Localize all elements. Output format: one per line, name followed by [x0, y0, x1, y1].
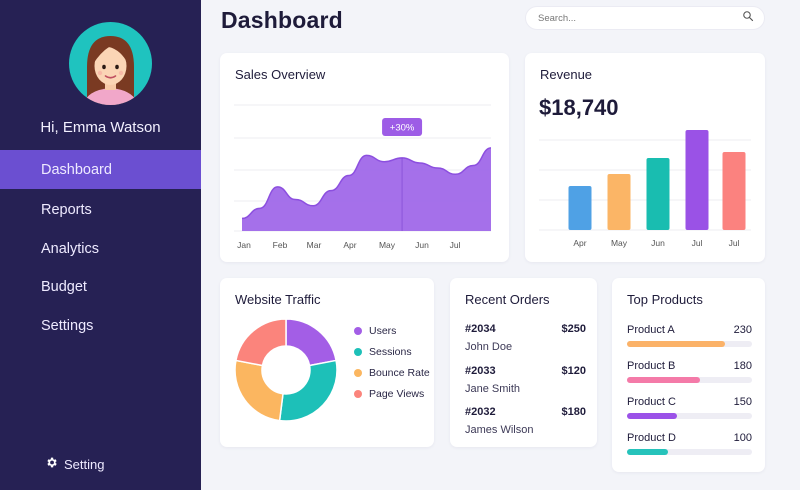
product-value: 180: [733, 360, 752, 372]
website-traffic-donut: [234, 318, 338, 422]
revenue-bar: [646, 158, 670, 230]
revenue-card: Revenue $18,740 Apr May Jun Jul Jul: [525, 53, 765, 262]
order-item[interactable]: #2033 $120 Jane Smith: [465, 365, 586, 395]
traffic-slice: [234, 359, 284, 422]
revenue-x-tick: Jul: [692, 238, 703, 248]
nav-item-dashboard[interactable]: Dashboard: [0, 150, 201, 189]
product-value: 100: [733, 432, 752, 444]
legend-dot: [354, 390, 362, 398]
legend-dot: [354, 369, 362, 377]
order-item[interactable]: #2034 $250 John Doe: [465, 323, 586, 353]
legend-label: Users: [369, 325, 397, 337]
nav-item-reports[interactable]: Reports: [41, 201, 92, 218]
product-value: 150: [733, 396, 752, 408]
order-amount: $120: [561, 365, 586, 377]
sidebar-setting-button[interactable]: Setting: [45, 456, 104, 472]
revenue-x-tick: Apr: [573, 238, 586, 248]
legend-dot: [354, 348, 362, 356]
revenue-title: Revenue: [540, 67, 593, 82]
legend-label: Sessions: [369, 346, 412, 358]
order-amount: $180: [561, 406, 586, 418]
top-products-card: Top Products Product A 230 Product B 180 P…: [612, 278, 765, 472]
product-progress-track: [627, 341, 752, 347]
nav-item-settings[interactable]: Settings: [41, 317, 94, 334]
website-traffic-card: Website Traffic Users Sessions Bounce Ra…: [220, 278, 434, 447]
search-icon[interactable]: [742, 9, 754, 27]
sidebar-setting-label: Setting: [64, 456, 105, 472]
order-id: #2034: [465, 323, 496, 335]
traffic-slice: [235, 318, 287, 367]
legend-item-bounce-rate: Bounce Rate: [354, 367, 430, 379]
order-customer: James Wilson: [465, 424, 534, 436]
product-progress-fill: [627, 377, 700, 383]
traffic-slice: [285, 318, 337, 367]
revenue-value: $18,740: [539, 95, 619, 120]
revenue-bar: [568, 186, 592, 230]
product-name: Product B: [627, 360, 676, 372]
revenue-x-tick: Jul: [729, 238, 740, 248]
product-progress-track: [627, 377, 752, 383]
sales-x-tick: Jul: [450, 240, 461, 250]
sales-area: [242, 147, 491, 231]
order-item[interactable]: #2032 $180 James Wilson: [465, 406, 586, 436]
product-name: Product D: [627, 432, 676, 444]
sales-badge-label: +30%: [390, 123, 415, 134]
sales-x-tick: Mar: [307, 240, 322, 250]
product-item[interactable]: Product C 150: [627, 396, 752, 419]
legend-dot: [354, 327, 362, 335]
traffic-slice: [278, 359, 338, 422]
revenue-bar: [685, 130, 709, 230]
order-id: #2033: [465, 365, 496, 377]
sales-x-tick: Feb: [273, 240, 288, 250]
top-products-title: Top Products: [627, 292, 703, 307]
sales-x-tick: Jan: [237, 240, 251, 250]
product-progress-fill: [627, 341, 725, 347]
sales-badge: [382, 118, 423, 136]
search-bar[interactable]: [525, 6, 765, 30]
legend-item-users: Users: [354, 325, 396, 337]
product-progress-track: [627, 413, 752, 419]
sales-overview-card: Sales Overview +30% Jan Feb Mar Apr May Jun Jul: [220, 53, 509, 262]
revenue-bar: [722, 152, 746, 230]
legend-item-page-views: Page Views: [354, 388, 424, 400]
revenue-bar: [607, 174, 631, 230]
legend-label: Bounce Rate: [369, 367, 430, 379]
product-name: Product A: [627, 324, 675, 336]
revenue-chart: Apr May Jun Jul Jul: [539, 130, 751, 248]
sales-x-tick: Apr: [343, 240, 356, 250]
order-customer: Jane Smith: [465, 383, 521, 395]
avatar: [69, 22, 152, 105]
product-item[interactable]: Product B 180: [627, 360, 752, 383]
revenue-x-tick: May: [611, 238, 628, 248]
order-customer: John Doe: [465, 341, 513, 353]
website-traffic-title: Website Traffic: [235, 292, 321, 307]
nav-item-analytics[interactable]: Analytics: [41, 240, 100, 257]
sidebar: Hi, Emma Watson Dashboard Reports Analyt…: [0, 0, 201, 490]
revenue-x-tick: Jun: [651, 238, 665, 248]
sales-x-tick: Jun: [415, 240, 429, 250]
product-item[interactable]: Product A 230: [627, 324, 752, 347]
recent-orders-card: Recent Orders #2034 $250 John Doe #2033 $1…: [450, 278, 597, 447]
product-value: 230: [733, 324, 752, 336]
nav-item-budget[interactable]: Budget: [41, 278, 87, 295]
sales-line: [241, 147, 492, 220]
product-progress-fill: [627, 413, 677, 419]
sales-x-tick: May: [379, 240, 396, 250]
product-progress-track: [627, 449, 752, 455]
product-name: Product C: [627, 396, 676, 408]
page-title: Dashboard: [221, 7, 343, 33]
product-progress-fill: [627, 449, 669, 455]
legend-label: Page Views: [369, 388, 425, 400]
gear-icon: [45, 456, 58, 472]
recent-orders-title: Recent Orders: [465, 292, 550, 307]
order-id: #2032: [465, 406, 496, 418]
user-greeting: Hi, Emma Watson: [40, 119, 161, 136]
sales-overview-title: Sales Overview: [235, 67, 326, 82]
sales-overview-chart: +30% Jan Feb Mar Apr May Jun Jul: [234, 104, 492, 250]
search-input[interactable]: [538, 12, 742, 24]
legend-item-sessions: Sessions: [354, 346, 412, 358]
product-item[interactable]: Product D 100: [627, 432, 752, 455]
order-amount: $250: [561, 323, 586, 335]
